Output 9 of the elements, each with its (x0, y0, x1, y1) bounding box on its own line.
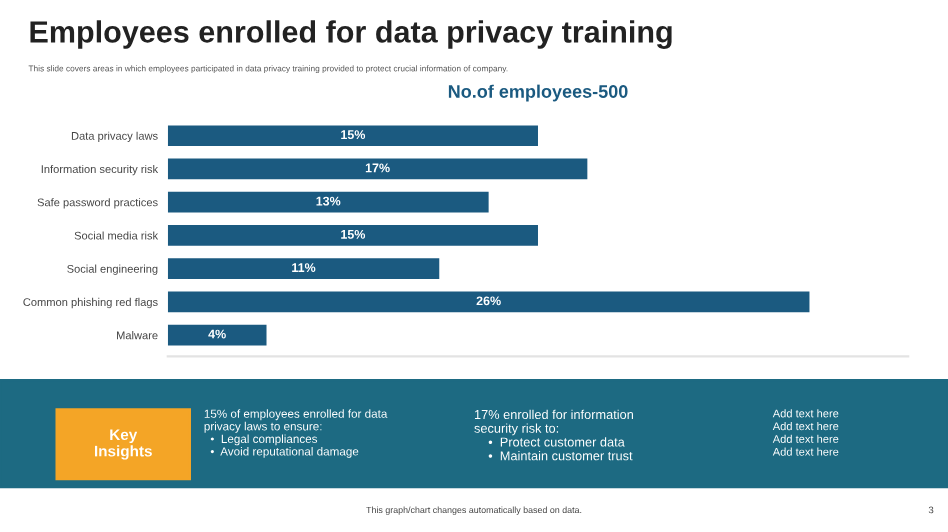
chart-title: Employees enrolled for data privacy training (30, 20, 672, 49)
bar (167, 258, 440, 279)
bar (167, 324, 267, 346)
bar (167, 225, 538, 246)
bar (167, 291, 810, 313)
bar (167, 191, 489, 213)
bar (167, 125, 538, 146)
x-axis-title: No.of employees-500 (448, 84, 628, 102)
bar (167, 158, 588, 180)
